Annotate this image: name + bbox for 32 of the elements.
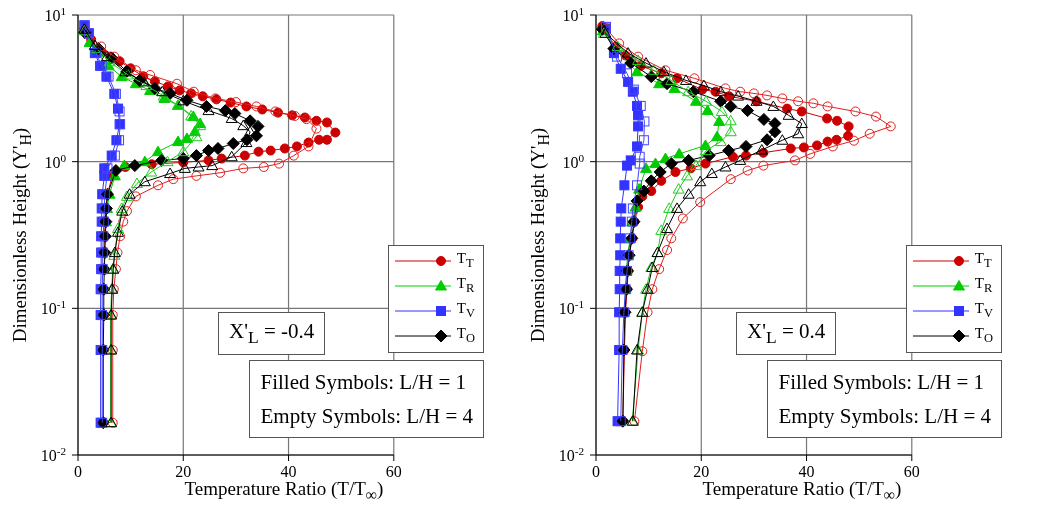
x-tick-label: 60 xyxy=(385,463,402,480)
legend-label: T$_{T}$ xyxy=(456,250,474,271)
x-tick-label: 0 xyxy=(74,463,82,480)
x-tick-label: 40 xyxy=(798,463,815,480)
x-axis-title: Temperature Ratio (T/T$_{∞}$) xyxy=(702,478,902,504)
y-tick-label: 10$^{-2}$ xyxy=(558,445,584,464)
legend-label: T$_{R}$ xyxy=(456,275,475,296)
legend-label: T$_{O}$ xyxy=(974,325,993,346)
y-tick-label: 10$^{-1}$ xyxy=(558,298,584,318)
y-tick-label: 10$^{-2}$ xyxy=(40,445,66,464)
annotation: X'$_{L}$ = -0.4 xyxy=(218,311,326,355)
y-tick-label: 10$^{1}$ xyxy=(562,5,584,24)
x-tick-label: 20 xyxy=(693,463,710,480)
x-tick-label: 40 xyxy=(280,463,297,480)
annotation: Filled Symbols: L/H = 1 xyxy=(778,369,985,396)
x-tick-label: 0 xyxy=(592,463,600,480)
y-tick-label: 10$^{0}$ xyxy=(44,151,67,171)
y-tick-label: 10$^{1}$ xyxy=(44,5,66,24)
annotation: Empty Symbols: L/H = 4 xyxy=(778,403,991,430)
legend-label: T$_{V}$ xyxy=(456,300,475,321)
legend-label: T$_{O}$ xyxy=(456,325,475,346)
legend-label: T$_{R}$ xyxy=(974,275,993,296)
y-tick-label: 10$^{0}$ xyxy=(562,151,585,171)
legend-label: T$_{V}$ xyxy=(974,300,993,321)
legend-label: T$_{T}$ xyxy=(974,250,992,271)
x-tick-label: 60 xyxy=(903,463,920,480)
annotation: Filled Symbols: L/H = 1 xyxy=(260,369,467,396)
x-axis-title: Temperature Ratio (T/T$_{∞}$) xyxy=(184,478,384,504)
x-tick-label: 20 xyxy=(175,463,192,480)
y-tick-label: 10$^{-1}$ xyxy=(40,298,66,318)
annotation: X'$_{L}$ = 0.4 xyxy=(736,311,837,355)
annotation: Empty Symbols: L/H = 4 xyxy=(260,403,473,430)
